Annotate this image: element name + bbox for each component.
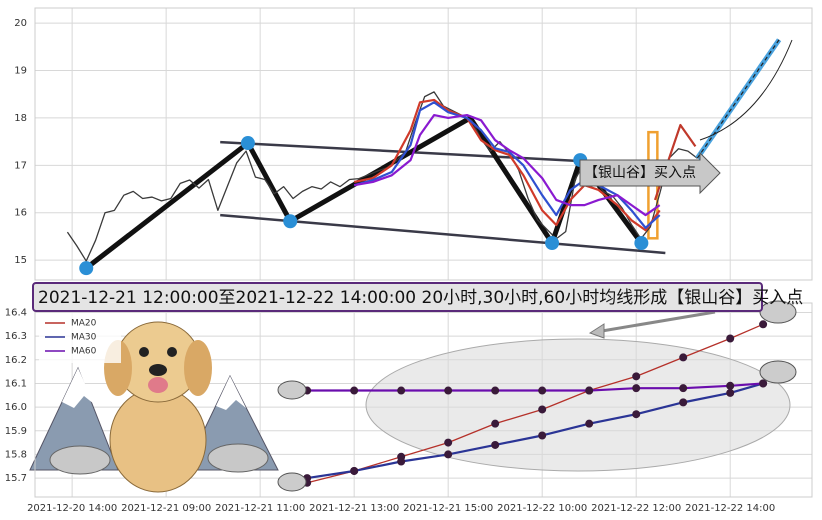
y-tick-label: 15.7 <box>5 473 27 484</box>
series-point <box>538 386 547 395</box>
dog-nose <box>149 364 167 376</box>
x-tick-label: 2021-12-21 15:00 <box>403 503 493 514</box>
series-point <box>397 386 406 395</box>
series-line <box>353 101 661 229</box>
x-tick-label: 2021-12-20 14:00 <box>27 503 117 514</box>
highlight-ellipse <box>365 338 791 472</box>
series-point <box>679 398 688 407</box>
plot-frame <box>34 7 813 281</box>
silver-ingot <box>759 360 797 384</box>
series-point <box>726 381 735 390</box>
series-point <box>491 386 500 395</box>
x-tick-label: 2021-12-21 09:00 <box>121 503 211 514</box>
dog-eye <box>167 347 177 357</box>
series-point <box>632 384 641 393</box>
y-tick-label: 15.8 <box>5 449 27 460</box>
series-point <box>726 334 735 343</box>
y-tick-label: 18 <box>14 113 27 124</box>
series-point <box>632 410 641 419</box>
series-point <box>491 419 500 428</box>
series-point <box>585 419 594 428</box>
series-point <box>350 386 359 395</box>
silver-ingot <box>207 443 269 473</box>
y-tick-label: 15 <box>14 255 27 266</box>
dog-eye <box>139 347 149 357</box>
series-line <box>353 113 661 217</box>
pivot-point <box>634 236 649 251</box>
series-point <box>726 388 735 397</box>
pointer-arrow-head <box>588 323 605 339</box>
pivot-point <box>283 214 298 229</box>
series-line <box>353 98 661 232</box>
callout-arrow <box>579 151 721 195</box>
mountain-snow <box>216 376 246 410</box>
x-tick-label: 2021-12-22 14:00 <box>685 503 775 514</box>
x-tick-label: 2021-12-21 11:00 <box>215 503 305 514</box>
legend-box <box>39 313 121 363</box>
pivot-point <box>240 136 255 151</box>
legend-label: MA60 <box>71 347 97 357</box>
mountain-snow <box>62 368 94 408</box>
silver-ingot <box>277 472 307 492</box>
y-tick-label: 16.1 <box>5 378 27 389</box>
series-point <box>444 438 453 447</box>
series-point <box>759 320 768 329</box>
pivot-point <box>79 261 94 276</box>
decoration <box>29 39 797 493</box>
banner-text: 2021-12-21 12:00:00至2021-12-22 14:00:00 … <box>38 288 803 308</box>
series-point <box>444 450 453 459</box>
series-point <box>538 431 547 440</box>
banner-box <box>32 282 763 312</box>
y-tick-label: 20 <box>14 18 27 29</box>
pointer-arrow <box>595 310 716 334</box>
y-tick-label: 16 <box>14 208 27 219</box>
series-point <box>350 466 359 475</box>
silver-ingot <box>277 380 307 400</box>
series-point <box>585 386 594 395</box>
callout-text: 【银山谷】买入点 <box>584 165 696 181</box>
projection-dash <box>696 39 780 159</box>
legend-label: MA30 <box>71 333 97 343</box>
y-tick-label: 16.3 <box>5 331 27 342</box>
y-tick-label: 17 <box>14 160 27 171</box>
series-point <box>759 379 768 388</box>
y-tick-label: 16.2 <box>5 355 27 366</box>
series-point <box>397 457 406 466</box>
legend-label: MA20 <box>71 319 97 329</box>
series-point <box>632 372 641 381</box>
series-point <box>538 405 547 414</box>
x-tick-label: 2021-12-21 13:00 <box>309 503 399 514</box>
pivot-point <box>545 236 560 251</box>
x-tick-label: 2021-12-22 10:00 <box>497 503 587 514</box>
y-tick-label: 16.0 <box>5 402 27 413</box>
dog-body <box>109 387 207 493</box>
dog-tongue <box>148 377 168 393</box>
series-point <box>444 386 453 395</box>
series-point <box>679 384 688 393</box>
dog-ear <box>184 340 212 396</box>
trend-curve <box>699 39 793 141</box>
y-tick-label: 16.4 <box>5 307 27 318</box>
x-tick-label: 2021-12-22 12:00 <box>591 503 681 514</box>
y-tick-label: 19 <box>14 66 27 77</box>
silver-ingot <box>49 445 111 475</box>
y-tick-label: 15.9 <box>5 426 27 437</box>
series-point <box>679 353 688 362</box>
series-point <box>491 440 500 449</box>
silver-ingot <box>759 300 797 324</box>
